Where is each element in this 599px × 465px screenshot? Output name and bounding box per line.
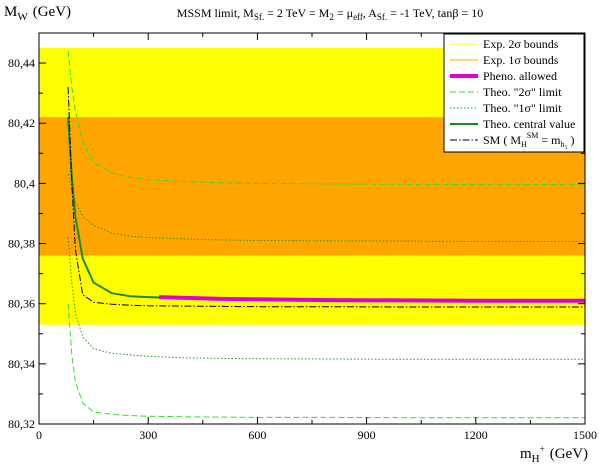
legend-box (443, 33, 585, 153)
legend-label: Theo. central value (483, 117, 575, 131)
y-axis-label: MW (GeV) (4, 4, 71, 23)
y-tick-label: 80,42 (8, 116, 35, 130)
curves-layer (67, 50, 585, 419)
legend-label: Pheno. allowed (483, 69, 557, 83)
legend: Exp. 2σ bounds Exp. 1σ bounds Pheno. allow… (443, 33, 585, 153)
legend-label: Theo. "1σ" limit (483, 101, 562, 115)
y-tick-label: 80,4 (14, 176, 35, 190)
y-tick-label: 80,38 (8, 237, 35, 251)
y-tick-label: 80,36 (8, 297, 35, 311)
ticks-layer: 0 300 600 900 1200 1500 80,32 80,34 80,36 80,38 80… (8, 32, 597, 442)
x-tick-label: 1200 (464, 428, 488, 442)
series-theo-1-lower (67, 237, 585, 360)
x-axis-label: mH+ (GeV) (520, 444, 588, 465)
y-tick-label: 80,32 (8, 417, 35, 431)
series-theo-2-upper (67, 50, 585, 186)
x-tick-label: 1500 (573, 428, 597, 442)
y-tick-label: 80,44 (8, 56, 35, 70)
x-tick-label: 300 (139, 428, 157, 442)
series-theo-2-lower (67, 303, 585, 419)
legend-label: SM ( MHSM = mh1 ) (483, 131, 574, 151)
legend-label: Exp. 1σ bounds (483, 53, 559, 67)
legend-label: Exp. 2σ bounds (483, 37, 559, 51)
y-tick-label: 80,34 (8, 357, 35, 371)
x-tick-label: 600 (248, 428, 266, 442)
chart-title: MSSM limit, MSf. = 2 TeV = M2 = μeff, AS… (177, 6, 483, 22)
legend-label: Theo. "2σ" limit (483, 85, 562, 99)
series-sm (67, 87, 585, 308)
series-pheno-allowed (159, 295, 585, 303)
x-tick-label: 900 (358, 428, 376, 442)
x-tick-label: 0 (36, 428, 42, 442)
